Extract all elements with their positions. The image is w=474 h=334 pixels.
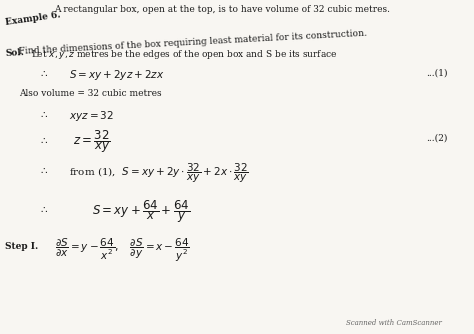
Text: ...(1): ...(1): [427, 68, 448, 77]
Text: $\therefore$: $\therefore$: [38, 135, 48, 145]
Text: ...(2): ...(2): [427, 134, 448, 143]
Text: Example 6.: Example 6.: [5, 10, 61, 27]
Text: Step I.: Step I.: [5, 242, 38, 251]
Text: Find the dimensions of the box requiring least material for its construction.: Find the dimensions of the box requiring…: [19, 28, 367, 56]
Text: Scanned with CamScanner: Scanned with CamScanner: [346, 319, 442, 327]
Text: A rectangular box, open at the top, is to have volume of 32 cubic metres.: A rectangular box, open at the top, is t…: [55, 5, 391, 14]
Text: $z = \dfrac{32}{xy}$: $z = \dfrac{32}{xy}$: [73, 129, 111, 155]
Text: Sol.: Sol.: [5, 48, 24, 58]
Text: $\dfrac{\partial S}{\partial x} = y - \dfrac{64}{x^2}, \quad \dfrac{\partial S}{: $\dfrac{\partial S}{\partial x} = y - \d…: [55, 237, 190, 264]
Text: Let $x, y, z$ metres be the edges of the open box and S be its surface: Let $x, y, z$ metres be the edges of the…: [31, 48, 337, 61]
Text: $\therefore$: $\therefore$: [38, 109, 48, 119]
Text: $\therefore$: $\therefore$: [38, 204, 48, 214]
Text: Also volume = 32 cubic metres: Also volume = 32 cubic metres: [19, 89, 162, 98]
Text: from (1),  $S = xy + 2y \cdot \dfrac{32}{xy} + 2x \cdot \dfrac{32}{xy}$: from (1), $S = xy + 2y \cdot \dfrac{32}{…: [69, 162, 248, 185]
Text: $S = xy + \dfrac{64}{x} + \dfrac{64}{y}$: $S = xy + \dfrac{64}{x} + \dfrac{64}{y}$: [92, 199, 191, 225]
Text: $\therefore$: $\therefore$: [38, 68, 48, 78]
Text: $xyz = 32$: $xyz = 32$: [69, 109, 114, 123]
Text: $\therefore$: $\therefore$: [38, 165, 48, 175]
Text: $S = xy + 2yz + 2zx$: $S = xy + 2yz + 2zx$: [69, 68, 164, 82]
